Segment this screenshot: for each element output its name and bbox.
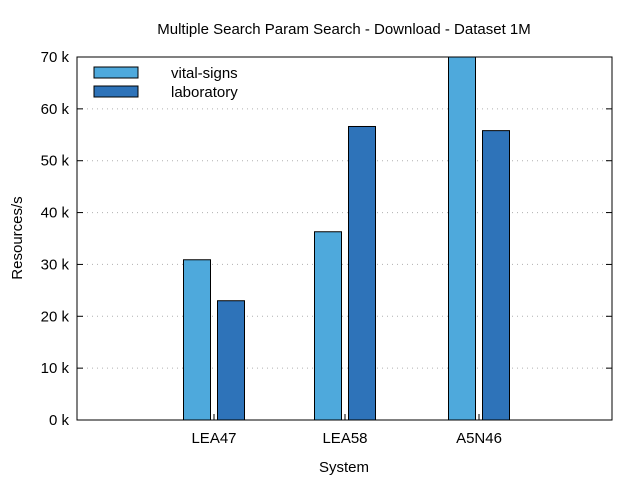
y-tick-label: 20 k xyxy=(41,308,70,325)
x-tick-label: LEA58 xyxy=(322,430,367,447)
y-axis-ticks: 0 k 10 k 20 k 30 k 40 k 50 k 60 k 70 k xyxy=(41,49,612,429)
y-tick-label: 30 k xyxy=(41,256,70,273)
y-tick-label: 50 k xyxy=(41,153,70,170)
y-axis-label: Resources/s xyxy=(9,196,26,279)
y-tick-label: 40 k xyxy=(41,205,70,222)
x-axis-ticks: LEA47 LEA58 A5N46 xyxy=(191,414,502,447)
legend-swatch-laboratory xyxy=(93,85,139,98)
bars xyxy=(183,56,510,421)
legend-label: laboratory xyxy=(171,84,238,101)
y-tick-label: 10 k xyxy=(41,360,70,377)
bar-laboratory-LEA58 xyxy=(348,125,376,421)
legend-label: vital-signs xyxy=(171,65,238,82)
legend: vital-signs laboratory xyxy=(93,65,238,101)
gridlines xyxy=(77,108,612,369)
bar-laboratory-LEA47 xyxy=(217,300,245,421)
plot-frame xyxy=(76,56,613,421)
y-tick-label: 0 k xyxy=(49,412,70,429)
x-tick-label: LEA47 xyxy=(191,430,236,447)
chart-title: Multiple Search Param Search - Download … xyxy=(157,21,531,38)
legend-swatch-vital-signs xyxy=(93,66,139,79)
bar-vital-signs-A5N46 xyxy=(448,56,476,421)
bar-vital-signs-LEA47 xyxy=(183,259,211,421)
bar-vital-signs-LEA58 xyxy=(314,231,342,421)
bar-laboratory-A5N46 xyxy=(482,130,510,421)
x-axis-label: System xyxy=(319,459,369,476)
y-tick-label: 70 k xyxy=(41,49,70,66)
x-tick-label: A5N46 xyxy=(456,430,502,447)
y-tick-label: 60 k xyxy=(41,101,70,118)
